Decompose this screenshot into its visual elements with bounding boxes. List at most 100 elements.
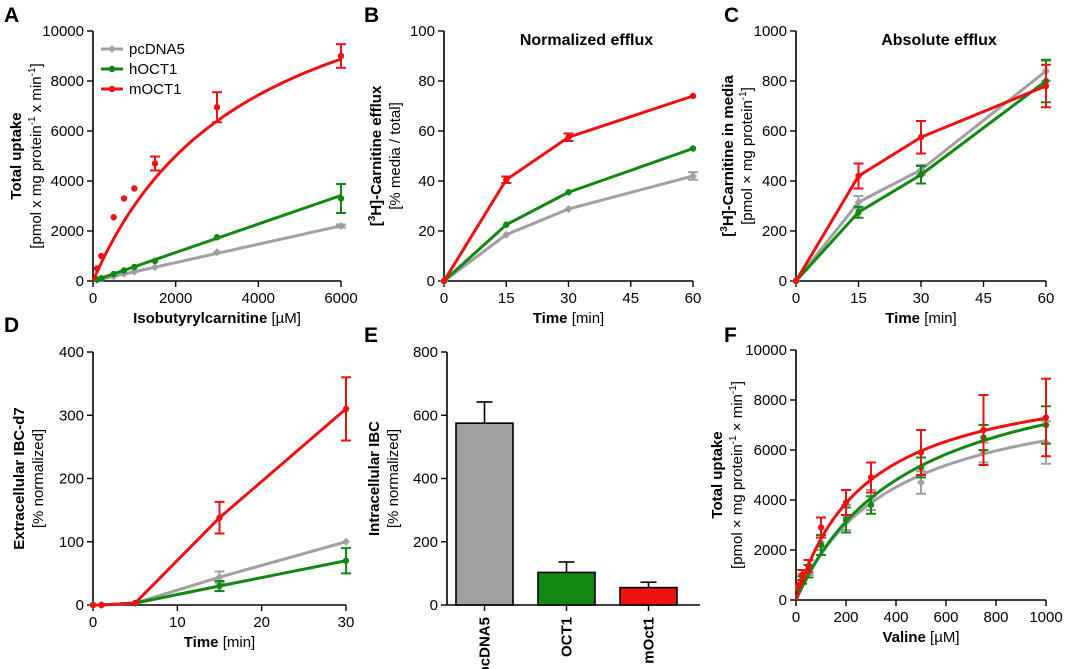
y-tick-label: 400 (413, 471, 438, 488)
bar-mOct1 (619, 586, 678, 606)
series-pcDNA5 (89, 537, 350, 609)
data-point (917, 171, 925, 178)
unit-sup: -1 (728, 385, 739, 394)
unit-part: ] (739, 87, 756, 91)
panel-F: F 0 2000 4000 6000 8000 10000 0 200 400 600 800 1000… (709, 324, 1063, 646)
label-sup: 3 (719, 226, 730, 232)
x-axis-label: Time [min] (533, 310, 604, 327)
data-point (565, 134, 572, 141)
data-point (120, 195, 128, 202)
x-tick-label: 0 (792, 609, 800, 626)
data-point (93, 265, 101, 272)
unit-sup: -1 (728, 435, 739, 444)
x-axis-label-unit: [min] (219, 634, 256, 651)
data-point (564, 205, 573, 213)
x-category-label: mOct1 (641, 617, 658, 664)
x-category-label: pcDNA5 (477, 617, 494, 669)
bar-OCT1 (537, 571, 596, 606)
y-tick-label: 2000 (754, 542, 787, 559)
y-tick-label: 60 (418, 123, 435, 140)
y-tick-label: 100 (59, 534, 84, 551)
series-pcDNA5 (794, 420, 1051, 601)
x-axis-label-unit: [µM] (267, 310, 301, 327)
panel-letter: D (4, 314, 19, 337)
data-point (342, 537, 350, 546)
x-tick-label: 800 (983, 609, 1008, 626)
data-point (131, 599, 139, 607)
x-tick-label: 45 (622, 290, 639, 307)
x-tick-label: 30 (338, 614, 355, 631)
y-axis-label: [3H]-Carnitine efflux (367, 85, 385, 226)
y-tick-label: 80 (418, 73, 435, 90)
unit-part: [pmol × mg protein (729, 444, 746, 569)
series-mOCT1 (89, 376, 351, 609)
data-point (854, 198, 863, 207)
series-line (794, 79, 1047, 283)
y-tick-label: 10000 (745, 342, 787, 359)
data-point (216, 514, 223, 521)
data-point (1042, 82, 1050, 90)
data-point (689, 172, 697, 180)
y-tick-label: 300 (59, 407, 84, 424)
y-tick-label: 0 (779, 273, 787, 290)
data-point (817, 524, 825, 531)
x-tick-label: 60 (685, 290, 702, 307)
data-point (855, 209, 862, 216)
legend: pcDNA5 hOCT1 mOCT1 (101, 41, 185, 98)
x-tick-label: 400 (883, 609, 908, 626)
panel-D: D 0 100 200 300 400 0 10 20 30 Time [min] Extracell… (4, 314, 354, 651)
series-mOCT1 (440, 92, 697, 285)
y-tick-label: 400 (762, 173, 787, 190)
label-part: Intracellular IBC (366, 421, 383, 536)
x-axis-label: Time [min] (885, 310, 956, 327)
y-axis-label-unit: [pmol × mg protein-1] (738, 87, 756, 225)
data-point (130, 267, 139, 276)
label-part: H]-Carnitine efflux (368, 85, 385, 216)
data-point (89, 601, 97, 609)
series-hOCT1 (792, 58, 1051, 285)
unit-part: ] (28, 63, 45, 67)
x-tick-label: 6000 (324, 290, 357, 307)
y-tick-label: 4000 (51, 173, 84, 190)
x-tick-label: 30 (913, 290, 930, 307)
unit-sup: -1 (27, 116, 38, 125)
panel-letter: F (724, 324, 737, 347)
series-mOCT1 (91, 43, 346, 282)
y-tick-label: 8000 (51, 73, 84, 90)
data-point (867, 474, 875, 481)
data-point (565, 189, 572, 196)
panel-letter: B (364, 4, 379, 27)
data-point (917, 134, 925, 141)
legend-label: hOCT1 (129, 61, 177, 78)
y-axis-label-unit: [pmol × mg protein-1 × min-1] (728, 381, 746, 569)
series-mOCT1 (792, 63, 1051, 285)
data-point (131, 263, 138, 271)
unit-sup: -1 (738, 91, 749, 100)
x-tick-label: 15 (498, 290, 515, 307)
y-tick-label: 200 (762, 223, 787, 240)
data-point (110, 270, 117, 278)
x-axis-label-unit: [min] (568, 310, 605, 327)
data-point (151, 160, 159, 167)
data-point (98, 252, 105, 260)
plot-title: Normalized efflux (520, 32, 653, 49)
x-tick-label: 4000 (242, 290, 275, 307)
data-point (108, 65, 116, 73)
label-part: Extracellular IBC-d7 (11, 407, 28, 550)
data-point (1042, 414, 1050, 421)
bar-pcDNA5 (455, 422, 514, 606)
x-tick-label: 0 (89, 614, 97, 631)
y-tick-label: 0 (430, 597, 438, 614)
data-point (120, 267, 128, 274)
y-tick-label: 2000 (51, 223, 84, 240)
data-point (215, 573, 224, 582)
data-point (213, 234, 221, 241)
series-pcDNA5 (440, 171, 698, 285)
series-hOCT1 (92, 183, 346, 283)
data-point (503, 176, 510, 183)
x-tick-label: 2000 (159, 290, 192, 307)
x-axis-label: Time [min] (184, 634, 255, 651)
y-tick-label: 6000 (754, 442, 787, 459)
series-line (442, 147, 694, 283)
series-pcDNA5 (92, 222, 346, 284)
